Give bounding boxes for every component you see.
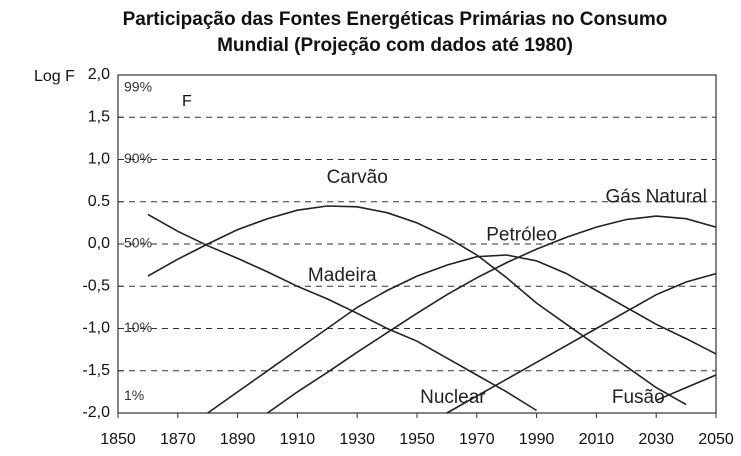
x-tick-label: 1950	[399, 431, 435, 448]
x-tick-label: 1850	[100, 431, 136, 448]
series-line	[267, 215, 717, 414]
series-line	[655, 374, 717, 402]
y-tick-label: 0,0	[88, 235, 110, 252]
annotation: 90%	[124, 150, 152, 166]
series-line	[147, 213, 538, 412]
x-tick-label: 1910	[280, 431, 316, 448]
annotation: 50%	[124, 235, 152, 251]
series-line	[147, 205, 687, 406]
annotation: 99%	[124, 78, 152, 94]
y-tick-label: -2,0	[82, 404, 110, 421]
annotation: 1%	[124, 387, 144, 403]
x-tick-label: 1890	[220, 431, 256, 448]
x-tick-label: 2050	[698, 431, 734, 448]
x-tick-label: 2010	[579, 431, 615, 448]
series-line	[207, 254, 717, 414]
y-axis-label: Log F	[34, 68, 75, 85]
y-tick-label: 0.5	[88, 193, 110, 210]
series-label: Carvão	[327, 167, 388, 188]
annotation: F	[182, 93, 192, 110]
y-tick-label: -1,5	[82, 362, 110, 379]
series-label: Madeira	[308, 265, 377, 286]
annotation: 10%	[124, 319, 152, 335]
series-label: Petróleo	[486, 225, 557, 246]
chart-title: Mundial (Projeção com dados até 1980)	[217, 35, 573, 56]
x-tick-label: 1930	[339, 431, 375, 448]
x-tick-label: 1870	[160, 431, 196, 448]
y-tick-label: 1,5	[88, 108, 110, 125]
y-tick-label: 1,0	[88, 151, 110, 168]
series-line	[446, 272, 717, 414]
y-tick-label: 2,0	[88, 66, 110, 83]
x-tick-label: 1990	[519, 431, 555, 448]
series-label: Nuclear	[420, 387, 486, 408]
x-tick-label: 2030	[638, 431, 674, 448]
x-tick-label: 1970	[459, 431, 495, 448]
y-tick-label: -1,0	[82, 320, 110, 337]
chart-title: Participação das Fontes Energéticas Prim…	[123, 9, 668, 30]
y-tick-label: -0,5	[82, 277, 110, 294]
series-label: Fusão	[612, 387, 665, 408]
series-label: Gás Natural	[606, 187, 707, 208]
